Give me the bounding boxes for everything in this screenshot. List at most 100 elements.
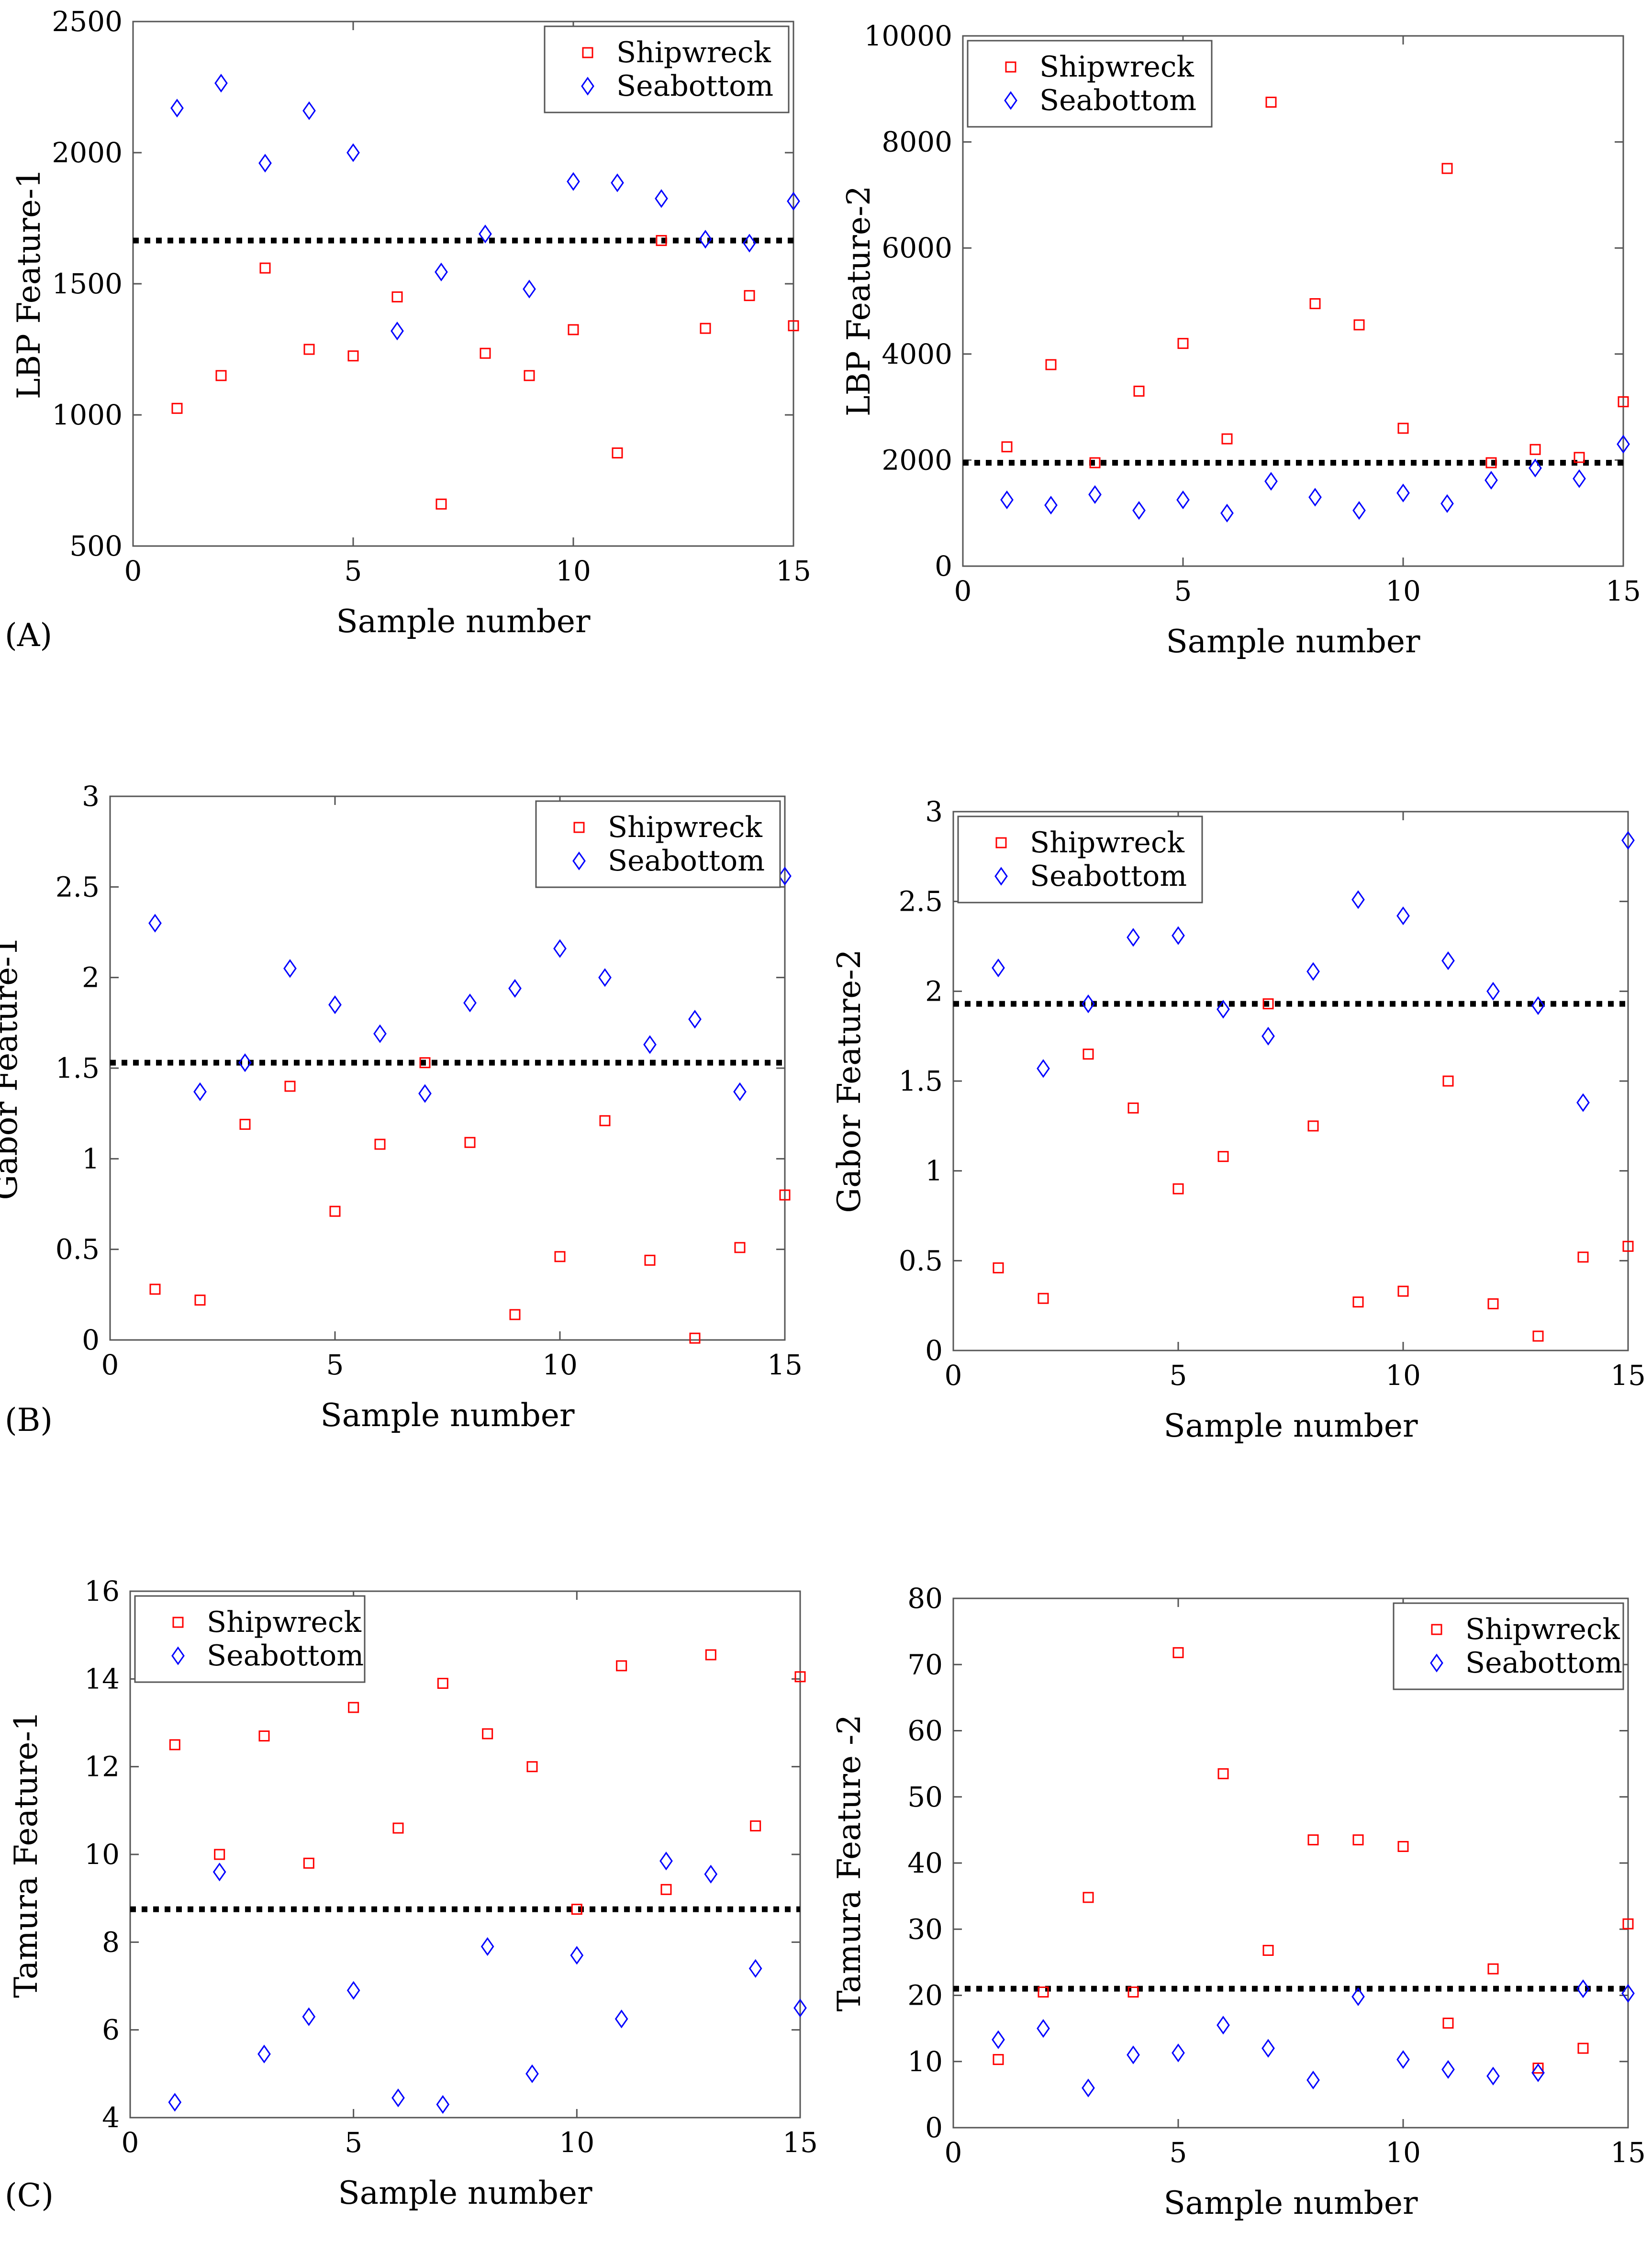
seabottom-point [508, 979, 522, 998]
seabottom-point [346, 143, 360, 162]
seabottom-point [214, 74, 228, 93]
shipwreck-point [744, 290, 755, 301]
seabottom-point [1396, 906, 1410, 926]
shipwreck-point [1307, 1120, 1319, 1132]
shipwreck-point [1083, 1892, 1094, 1903]
legend-shipwreck-marker [1431, 1624, 1442, 1635]
y-tick-label: 8 [102, 1926, 120, 1958]
shipwreck-point [1442, 1075, 1454, 1087]
seabottom-point [391, 322, 404, 341]
panel-label: (C) [5, 2177, 54, 2214]
legend-seabottom-marker [1004, 91, 1017, 110]
seabottom-point [257, 2044, 271, 2064]
x-tick-label: 5 [1174, 575, 1192, 607]
seabottom-point [302, 101, 316, 120]
shipwreck-point [612, 447, 623, 458]
panel-label: (A) [5, 617, 52, 654]
y-tick-label: 20 [907, 1979, 943, 2012]
seabottom-point [787, 191, 800, 211]
shipwreck-point [1397, 1285, 1409, 1297]
y-tick-label: 12 [84, 1751, 120, 1783]
shipwreck-point [348, 1702, 359, 1713]
seabottom-point [1220, 503, 1234, 523]
shipwreck-point [1397, 423, 1409, 434]
legend-seabottom-marker [572, 851, 586, 870]
y-axis-label: Gabor Feature-1 [0, 936, 24, 1200]
y-axis-label: Tamura Feature-1 [8, 1711, 45, 1998]
x-tick-label: 10 [556, 555, 591, 587]
panel-label: (B) [5, 1402, 53, 1439]
seabottom-point [525, 2064, 539, 2083]
shipwreck-point [259, 262, 271, 274]
shipwreck-point [1577, 2042, 1589, 2054]
y-tick-label: 2 [925, 975, 943, 1007]
y-tick-label: 4 [102, 2101, 120, 2134]
seabottom-point [373, 1024, 387, 1043]
legend-box [134, 1595, 366, 1683]
seabottom-point [570, 1946, 584, 1965]
shipwreck-point [482, 1728, 493, 1740]
seabottom-point [193, 1082, 207, 1101]
shipwreck-point [644, 1254, 656, 1266]
x-tick-label: 15 [1610, 1359, 1646, 1392]
y-axis-label: Gabor Feature-2 [831, 949, 868, 1213]
legend-entry: Seabottom [616, 69, 773, 103]
seabottom-point [418, 1084, 432, 1103]
shipwreck-point [1089, 457, 1101, 469]
x-tick-label: 15 [1610, 2136, 1646, 2169]
shipwreck-point [1532, 2063, 1544, 2074]
seabottom-point [704, 1864, 718, 1884]
y-tick-label: 3 [925, 795, 943, 828]
y-tick-label: 0.5 [899, 1244, 943, 1277]
shipwreck-point [1262, 1944, 1274, 1956]
shipwreck-point [1177, 338, 1189, 349]
seabottom-point [1037, 1059, 1050, 1078]
legend-entry: Seabottom [1039, 84, 1196, 117]
y-tick-label: 3 [82, 780, 100, 813]
x-tick-label: 15 [1606, 575, 1641, 607]
seabottom-point [1306, 962, 1320, 981]
shipwreck-point [1577, 1251, 1589, 1263]
shipwreck-point [1442, 2018, 1454, 2029]
seabottom-point [1044, 495, 1058, 515]
shipwreck-point [194, 1294, 206, 1306]
y-tick-label: 1000 [52, 399, 123, 431]
x-axis-label: Sample number [1166, 623, 1420, 660]
y-tick-label: 0 [935, 550, 952, 582]
legend-entry: Shipwreck [608, 811, 762, 844]
shipwreck-point [347, 350, 359, 362]
seabottom-point [1264, 472, 1278, 491]
y-tick-label: 2 [82, 961, 100, 994]
y-tick-label: 2.5 [56, 870, 100, 903]
seabottom-point [793, 1998, 807, 2018]
shipwreck-point [1352, 1296, 1364, 1308]
shipwreck-point [303, 1857, 314, 1869]
x-tick-label: 5 [326, 1349, 344, 1381]
x-tick-label: 0 [101, 1349, 119, 1381]
shipwreck-point [1353, 319, 1365, 331]
y-tick-label: 4000 [882, 338, 952, 370]
shipwreck-point [258, 1730, 270, 1741]
seabottom-point [1172, 926, 1185, 945]
x-tick-label: 5 [345, 2126, 362, 2159]
chart-6: 0 5 10 15 0 10 20 30 40 50 60 70 80 Sample number Tamu… [831, 1582, 1646, 2221]
legend-box [535, 800, 781, 888]
y-tick-label: 50 [907, 1781, 943, 1813]
seabottom-point [1000, 490, 1014, 510]
seabottom-point [1352, 501, 1366, 520]
shipwreck-point [1083, 1049, 1094, 1060]
legend-entry: Shipwreck [616, 36, 771, 69]
shipwreck-point [750, 1820, 761, 1831]
shipwreck-point [993, 1262, 1004, 1273]
seabottom-point [1172, 2043, 1185, 2063]
legend-shipwreck-marker [995, 837, 1007, 848]
shipwreck-point [1217, 1768, 1229, 1779]
x-tick-label: 10 [559, 2126, 594, 2159]
seabottom-point [1217, 1000, 1230, 1019]
seabottom-point [1306, 2070, 1320, 2090]
y-axis-label: Tamura Feature -2 [831, 1715, 868, 2012]
shipwreck-point [689, 1332, 701, 1344]
